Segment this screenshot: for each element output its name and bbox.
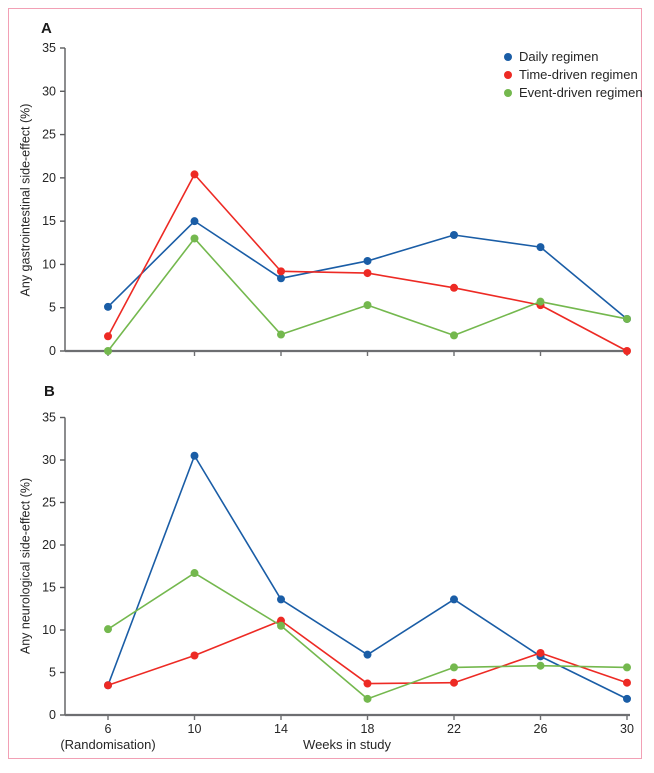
- panel-b-y-tick-label-25: 25: [42, 496, 56, 510]
- panel-b-series-event-driven-regimen: [104, 569, 631, 703]
- panel-b-x-tick-label-18: 18: [361, 722, 375, 736]
- panel-b-point-time-driven-regimen-week-6: [104, 681, 112, 690]
- panel-b-series-time-driven-regimen: [104, 616, 631, 690]
- panel-b-point-time-driven-regimen-week-22: [450, 678, 458, 687]
- panel-b-point-event-driven-regimen-week-18: [363, 694, 372, 703]
- panel-a-y-tick-label-10: 10: [42, 257, 56, 271]
- legend-marker-time-driven-regimen-icon: [504, 71, 512, 79]
- panel-b-point-event-driven-regimen-week-10: [190, 569, 199, 578]
- panel-b-point-time-driven-regimen-week-10: [190, 651, 199, 660]
- panel-b-y-tick-label-10: 10: [42, 623, 56, 637]
- panel-b: 0 5 10 15 20 25 30 35 6 10 14 18 22 26 30: [42, 411, 634, 737]
- legend-label-time-driven-regimen: Time-driven regimen: [519, 67, 638, 82]
- panel-a-point-time-driven-regimen-week-10: [190, 170, 199, 179]
- panel-a-point-time-driven-regimen-week-14: [277, 267, 285, 276]
- panel-a-y-tick-label-0: 0: [49, 344, 56, 358]
- panel-a-point-event-driven-regimen-week-18: [363, 301, 372, 310]
- panel-a-y-tick-label-25: 25: [42, 128, 56, 142]
- panel-b-label: B: [44, 383, 55, 400]
- panel-b-x-tick-label-10: 10: [188, 722, 202, 736]
- panel-b-x-tick-label-14: 14: [274, 722, 288, 736]
- panel-b-point-event-driven-regimen-week-22: [450, 663, 458, 672]
- panel-a-point-event-driven-regimen-week-22: [450, 331, 458, 340]
- panel-b-y-tick-label-15: 15: [42, 581, 56, 595]
- panel-a-point-daily-regimen-week-26: [536, 243, 545, 252]
- panel-b-y-tick-label-30: 30: [42, 453, 56, 467]
- panel-b-line-daily-regimen: [107, 454, 628, 700]
- randomisation-caption: (Randomisation): [60, 737, 156, 752]
- panel-b-point-daily-regimen-week-22: [450, 595, 458, 604]
- panel-b-y-tick-label-35: 35: [42, 411, 56, 425]
- panel-a: 0 5 10 15 20 25 30 35: [42, 41, 631, 358]
- panel-a-point-time-driven-regimen-week-30: [623, 347, 631, 355]
- panel-a-point-daily-regimen-week-14: [277, 274, 285, 283]
- panel-b-point-time-driven-regimen-week-26: [536, 648, 545, 657]
- panel-b-point-daily-regimen-week-18: [363, 650, 372, 659]
- panel-a-point-event-driven-regimen-week-14: [277, 330, 285, 339]
- panel-b-point-daily-regimen-week-10: [190, 451, 199, 460]
- panel-a-y-tick-label-35: 35: [42, 41, 56, 55]
- panel-a-point-time-driven-regimen-week-6: [104, 332, 112, 341]
- panel-a-y-tick-label-30: 30: [42, 84, 56, 98]
- panel-a-point-event-driven-regimen-week-10: [190, 234, 199, 243]
- legend-item-time-driven-regimen: Time-driven regimen: [504, 67, 643, 85]
- panel-b-x-tick-label-22: 22: [447, 722, 461, 736]
- panel-b-x-tick-label-26: 26: [534, 722, 548, 736]
- panel-a-point-event-driven-regimen-week-30: [623, 314, 631, 323]
- panel-b-point-time-driven-regimen-week-18: [363, 679, 372, 688]
- panel-b-y-tick-label-20: 20: [42, 538, 56, 552]
- legend-marker-event-driven-regimen-icon: [504, 89, 512, 97]
- panel-a-point-event-driven-regimen-week-26: [536, 297, 545, 306]
- panel-a-point-daily-regimen-week-6: [104, 302, 112, 311]
- panel-b-point-daily-regimen-week-14: [277, 595, 285, 604]
- panel-a-series-event-driven-regimen: [104, 234, 631, 355]
- panel-b-point-event-driven-regimen-week-6: [104, 625, 112, 634]
- legend-label-event-driven-regimen: Event-driven regimen: [519, 85, 643, 100]
- panel-b-y-tick-label-5: 5: [49, 666, 56, 680]
- panel-a-point-time-driven-regimen-week-18: [363, 269, 372, 278]
- panel-a-point-daily-regimen-week-22: [450, 230, 458, 239]
- panel-b-y-tick-label-0: 0: [49, 708, 56, 722]
- legend-item-daily-regimen: Daily regimen: [504, 49, 643, 67]
- panel-b-point-daily-regimen-week-30: [623, 694, 631, 703]
- panel-a-point-time-driven-regimen-week-22: [450, 283, 458, 292]
- panel-a-point-event-driven-regimen-week-6: [104, 347, 112, 355]
- panel-a-point-daily-regimen-week-18: [363, 256, 372, 265]
- panel-b-point-event-driven-regimen-week-14: [277, 621, 285, 630]
- panel-b-x-tick-label-6: 6: [105, 722, 112, 736]
- x-axis-title: Weeks in study: [303, 737, 391, 752]
- panel-b-point-time-driven-regimen-week-30: [623, 678, 631, 687]
- panel-a-y-tick-label-20: 20: [42, 171, 56, 185]
- panel-a-label: A: [41, 20, 52, 37]
- legend: Daily regimen Time-driven regimen Event-…: [504, 49, 643, 103]
- legend-label-daily-regimen: Daily regimen: [519, 49, 599, 64]
- figure-frame: [8, 8, 642, 759]
- panel-a-y-tick-label-5: 5: [49, 301, 56, 315]
- panel-a-point-daily-regimen-week-10: [190, 217, 199, 226]
- panel-a-y-tick-label-15: 15: [42, 214, 56, 228]
- legend-item-event-driven-regimen: Event-driven regimen: [504, 85, 643, 103]
- panel-b-point-event-driven-regimen-week-26: [536, 661, 545, 670]
- panel-b-x-tick-label-30: 30: [620, 722, 634, 736]
- legend-marker-daily-regimen-icon: [504, 53, 512, 61]
- panel-b-point-event-driven-regimen-week-30: [623, 663, 631, 672]
